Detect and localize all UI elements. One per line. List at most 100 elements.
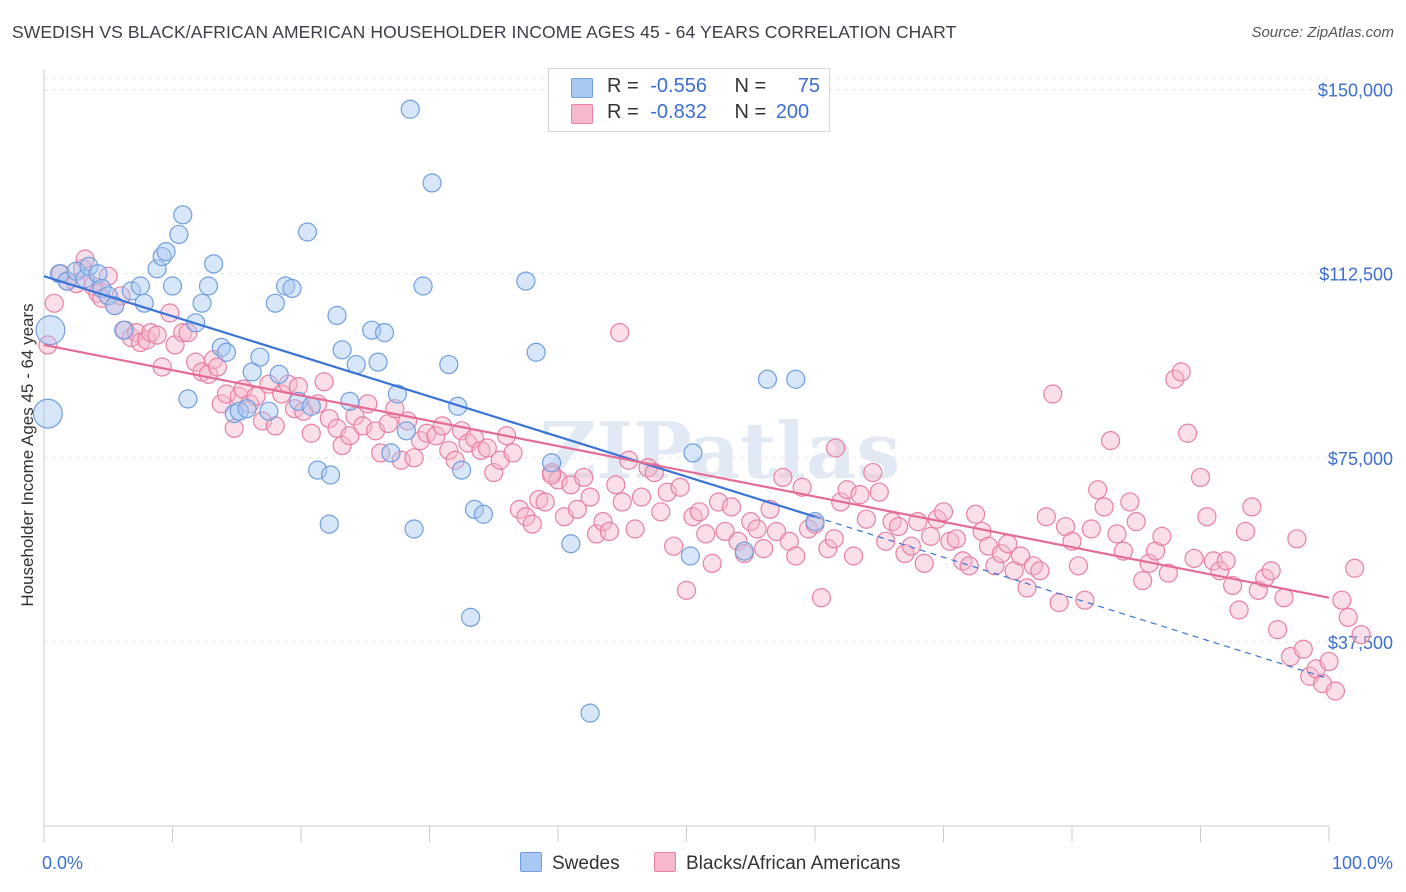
data-point [1100,431,1121,451]
r-value-black: -0.832 [650,101,707,123]
data-point [702,553,722,573]
data-point [869,482,889,502]
data-point [680,546,700,566]
data-point [757,369,778,389]
data-point [265,293,285,313]
chart-title: SWEDISH VS BLACK/AFRICAN AMERICAN HOUSEH… [12,22,957,42]
data-point [439,354,459,375]
data-point [657,482,677,502]
y-tick-label-2: $112,500 [1319,265,1393,285]
data-point [1178,423,1198,443]
data-point [282,278,302,299]
data-point [147,259,167,279]
black-swatch [571,104,593,124]
data-point [1255,568,1275,588]
r-label: R = [607,101,639,123]
data-point [683,507,703,527]
data-point [728,531,748,551]
data-point [49,264,70,284]
data-point [269,364,289,384]
data-point [340,426,360,446]
r-value-swedes: -0.556 [650,75,707,97]
data-point [229,401,249,421]
swedes-swatch [571,78,593,98]
data-point [224,404,244,424]
data-point [374,323,395,343]
data-point [664,536,684,556]
data-point [574,467,594,488]
data-point [798,519,819,539]
data-point [824,529,844,549]
n-value-black: 200 [775,101,810,123]
data-point [198,276,219,296]
data-point [381,443,401,463]
data-point [404,448,424,468]
data-point [173,323,193,343]
data-point [921,526,941,546]
data-point [683,443,703,463]
trendline-swedes [43,275,816,518]
swedes-swatch [520,852,542,872]
trendline-black [43,343,1330,599]
data-point [850,485,870,505]
y-tick-label-3: $150,000 [1318,81,1393,101]
data-point [567,499,587,519]
data-point [1165,369,1185,389]
data-point [477,438,497,458]
data-point [410,431,431,451]
data-point [121,281,141,301]
data-point [1242,497,1262,517]
data-point [734,541,754,561]
series-swedes [32,99,825,723]
data-point [580,487,600,507]
n-value-swedes: 75 [797,75,821,97]
data-point [173,205,193,225]
data-point [818,539,838,559]
data-point [966,504,986,524]
data-point [250,347,270,367]
data-point [1094,497,1114,517]
data-point [1261,561,1281,581]
data-point [387,384,407,404]
data-point [1248,580,1268,600]
legend-text-swedes: R = -0.556 N = 75 [607,75,820,98]
data-point [610,323,630,343]
x-tick-label-1: 100.0% [1332,853,1393,873]
n-label: N = [734,75,767,97]
data-point [888,516,909,537]
data-point [959,556,979,576]
data-point [1184,548,1204,569]
data-point [843,546,864,566]
data-point [224,418,244,438]
data-point [985,556,1005,576]
data-point [88,264,108,284]
data-point [509,499,530,519]
data-point [259,401,279,421]
data-point [516,507,536,527]
data-point [606,475,626,495]
watermark: ZIPatlas [540,406,901,497]
data-point [211,394,231,414]
data-point [301,396,321,416]
data-point [1235,521,1256,542]
data-point [1351,624,1371,645]
data-point [1088,480,1108,500]
data-point [1010,546,1031,566]
data-point [895,543,915,564]
data-point [114,320,134,340]
data-point [461,607,481,627]
data-point [548,470,568,490]
data-point [522,514,542,534]
data-point [1081,519,1101,539]
data-point [715,521,735,542]
data-point [404,519,424,539]
data-point [1049,593,1069,613]
data-point [319,514,339,534]
bottom-legend-black-label: Blacks/African Americans [686,853,901,874]
data-point [721,497,742,517]
data-point [1267,620,1288,640]
data-point [753,539,774,559]
data-point [204,254,224,274]
data-point [332,435,352,456]
